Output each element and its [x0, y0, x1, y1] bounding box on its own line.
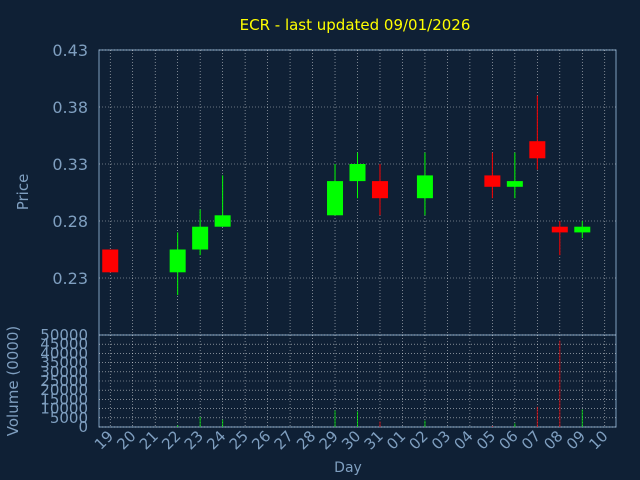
candle-body: [214, 215, 231, 227]
volume-axis-label: Volume (0000): [4, 326, 22, 436]
volume-y-tick-label: 20000: [40, 381, 88, 399]
candle-body: [349, 164, 366, 182]
x-axis-label: Day: [334, 460, 362, 476]
volume-y-tick-label: 45000: [40, 335, 88, 353]
price-y-tick-label: 0.43: [52, 41, 88, 60]
volume-y-tick-label: 25000: [40, 372, 88, 390]
candle-body: [506, 181, 523, 187]
volume-y-tick-label: 40000: [40, 344, 88, 362]
candle-body: [102, 249, 119, 273]
candle-body: [484, 175, 501, 187]
volume-y-tick-label: 0: [78, 418, 88, 436]
price-y-tick-label: 0.38: [52, 98, 88, 117]
volume-bars: [177, 340, 583, 427]
candles: [102, 95, 591, 296]
price-y-tick-label: 0.23: [52, 269, 88, 288]
volume-y-ticks: 5000045000400003500030000250002000015000…: [40, 326, 88, 436]
candle-body: [416, 175, 433, 199]
volume-y-tick-label: 10000: [40, 400, 88, 418]
volume-y-tick-label: 50000: [40, 326, 88, 344]
x-ticks: 1920212223242526272829303101020304050607…: [91, 427, 612, 453]
volume-y-tick-label: 35000: [40, 354, 88, 372]
candle-body: [327, 181, 344, 216]
price-axis-label: Price: [14, 174, 32, 211]
volume-y-tick-label: 30000: [40, 363, 88, 381]
price-y-tick-label: 0.28: [52, 212, 88, 231]
volume-y-tick-label: 5000: [50, 409, 88, 427]
chart-title: ECR - last updated 09/01/2026: [240, 16, 471, 34]
price-y-ticks: 0.43 0.38 0.33 0.28 0.23: [52, 41, 88, 288]
candle-body: [192, 226, 209, 250]
candle-body: [529, 141, 546, 159]
price-y-tick-label: 0.33: [52, 155, 88, 174]
volume-y-tick-label: 15000: [40, 390, 88, 408]
candle-body: [551, 226, 568, 233]
x-tick-label: 10: [585, 427, 611, 453]
candle-body: [574, 226, 591, 233]
candle-body: [371, 181, 388, 199]
candle-body: [169, 249, 186, 273]
